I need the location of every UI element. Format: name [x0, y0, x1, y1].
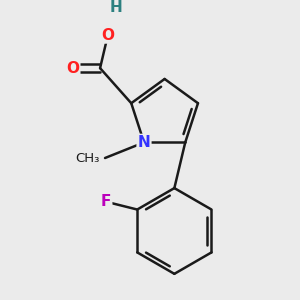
Text: CH₃: CH₃: [75, 152, 99, 164]
Text: O: O: [101, 28, 114, 43]
Text: O: O: [66, 61, 79, 76]
Text: F: F: [101, 194, 111, 209]
Text: N: N: [138, 135, 150, 150]
Text: H: H: [109, 0, 122, 15]
